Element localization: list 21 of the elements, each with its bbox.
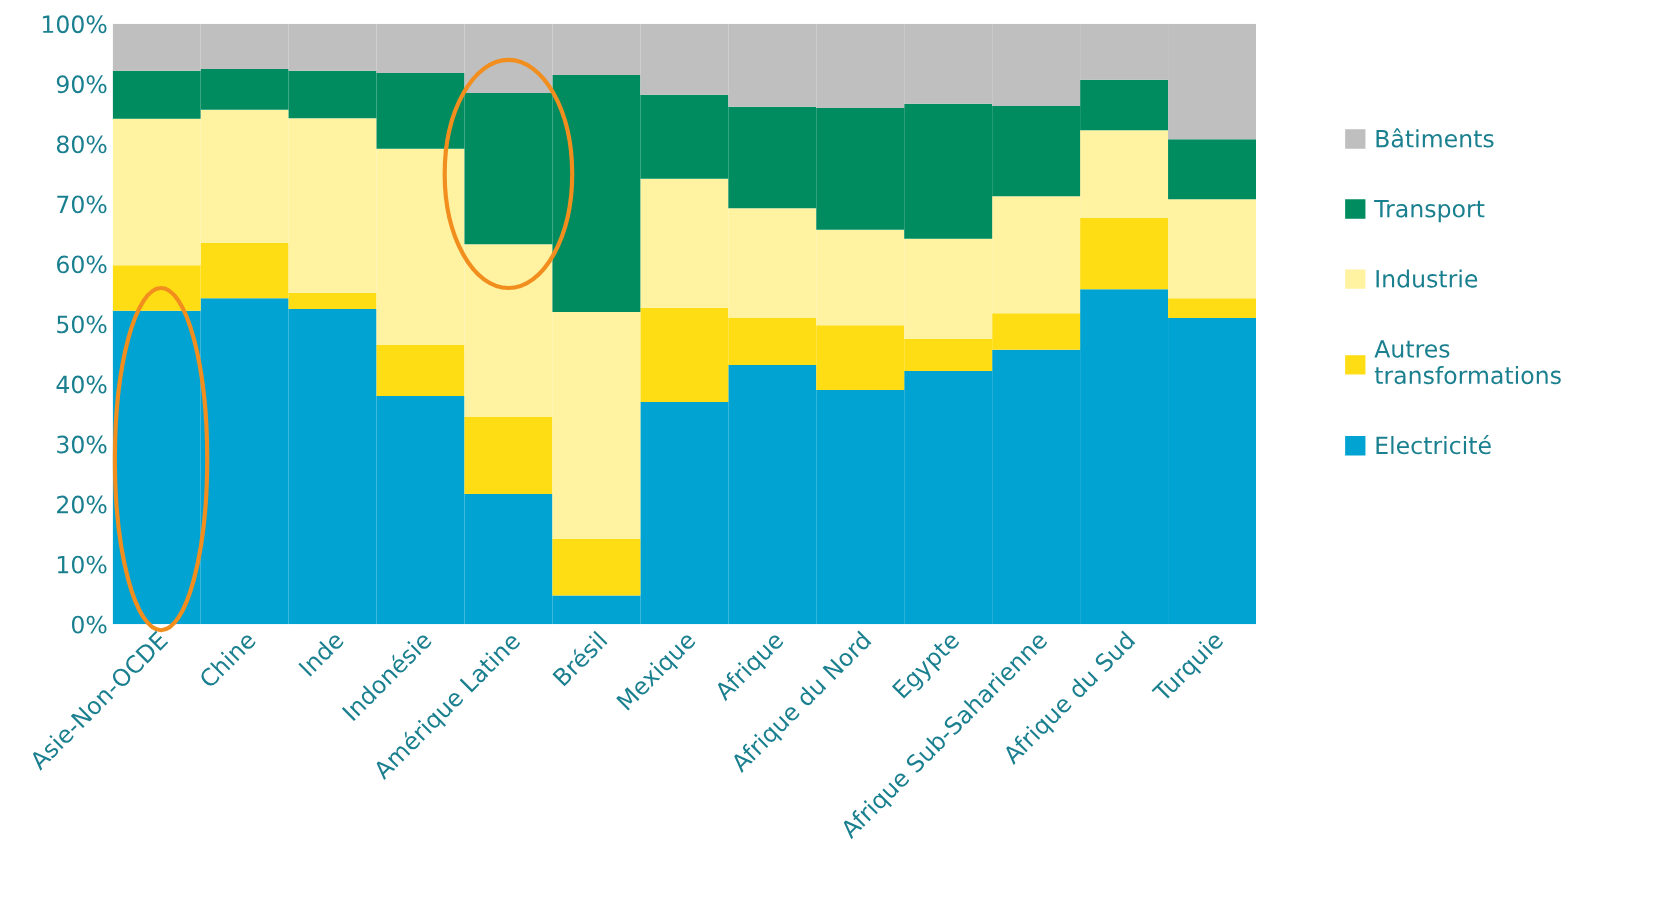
y-tick-label: 90%: [56, 75, 107, 94]
y-tick-label: 10%: [57, 555, 107, 574]
y-tick-label: 70%: [57, 195, 107, 214]
legend-label: Transport: [1374, 200, 1485, 223]
bar: [552, 538, 641, 596]
legend-label: Bâtiments: [1376, 128, 1494, 148]
bar: [1168, 139, 1257, 200]
bar: [464, 417, 553, 494]
legend-label: Industrie: [1376, 269, 1478, 288]
y-tick-label: 80%: [56, 135, 107, 154]
y-tick-label: 40%: [56, 375, 107, 394]
y-tick-label: 100%: [42, 15, 107, 34]
legend-label: Autres transformations: [1374, 340, 1561, 385]
y-tick-label: 50%: [57, 315, 107, 334]
bar: [1080, 217, 1169, 290]
legend-label: Electricité: [1376, 435, 1491, 455]
bar: [376, 345, 465, 397]
y-tick-label: 60%: [56, 255, 107, 274]
y-tick-label: 30%: [57, 435, 107, 454]
y-tick-label: 20%: [57, 495, 107, 514]
bar: [1168, 298, 1257, 319]
